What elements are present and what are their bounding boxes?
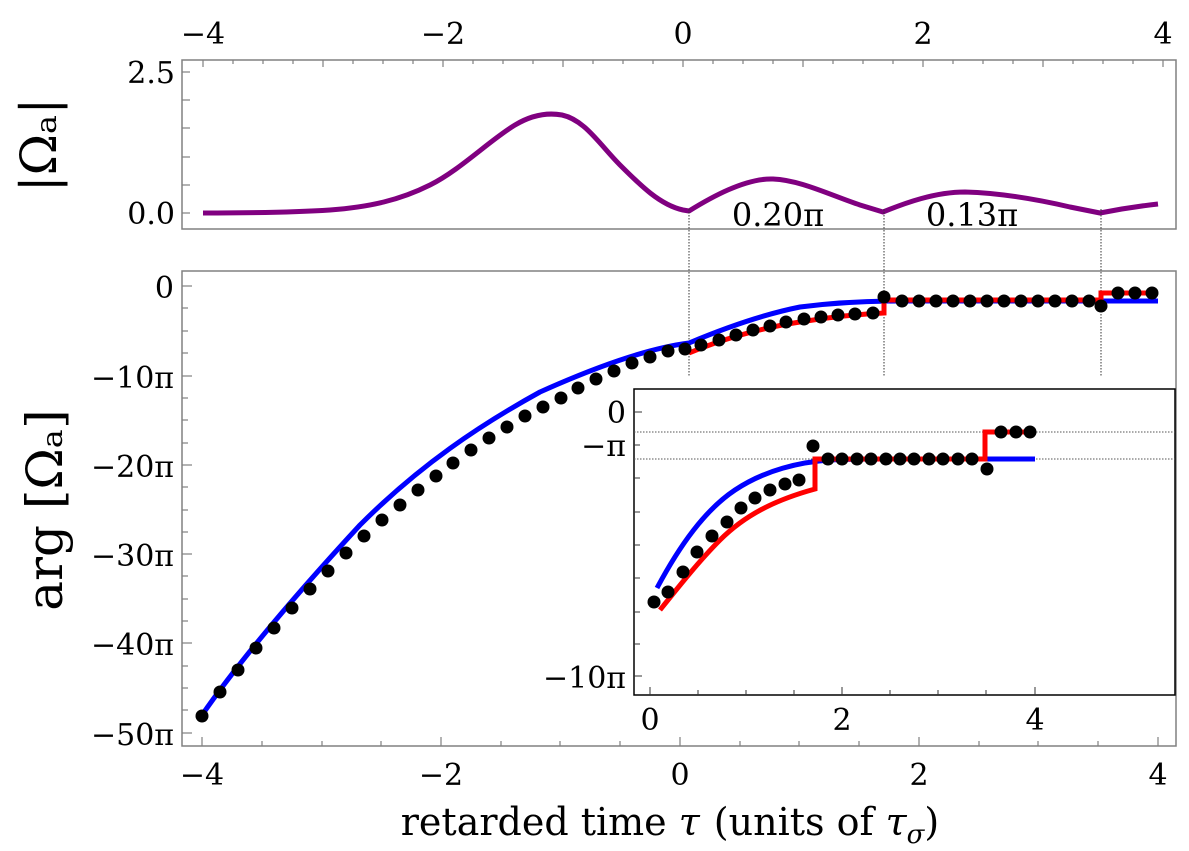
inset-y-tick-label: −10π: [543, 661, 626, 696]
inset-background: [633, 388, 1176, 696]
top-y-axis-label: |Ωₐ|: [10, 98, 68, 192]
main-x-tick-label: 4: [1148, 758, 1167, 793]
main-x-tick-labels: −4 −2 0 2 4: [180, 758, 1168, 793]
inset-y-tick-label: 0: [607, 396, 626, 431]
main-y-axis-label: arg [Ωₐ]: [16, 409, 74, 610]
inset-y-tick-labels: 0 −π −10π: [543, 396, 626, 696]
annotation-0.13pi: 0.13π: [926, 196, 1018, 234]
main-y-tick-label: 0: [155, 271, 174, 306]
top-y-tick-labels: 2.5 0.0: [127, 56, 175, 232]
main-y-tick-label: −20π: [91, 450, 174, 485]
main-panel-frame: [181, 270, 1177, 747]
top-y-tick-label: 2.5: [127, 56, 175, 91]
xlabel-tau: τ: [679, 800, 701, 844]
xlabel-sigma: σ: [907, 820, 926, 850]
inset-x-ticks: [649, 687, 1036, 695]
main-y-ticks: [182, 285, 192, 734]
inset-y-ticks: [634, 411, 642, 677]
top-annotations: 0.20π 0.13π: [732, 196, 1018, 234]
main-y-tick-label: −40π: [91, 628, 174, 663]
main-sample-dots: [195, 286, 1159, 723]
smooth-phase-curve: [199, 298, 1158, 717]
main-x-tick-label: −4: [180, 758, 224, 793]
annotation-0.20pi: 0.20π: [732, 196, 824, 234]
top-x-tick-label: 0: [673, 17, 692, 52]
main-y-tick-label: −10π: [91, 361, 174, 396]
xlabel-tau-sigma: τ: [886, 800, 908, 844]
inset-x-tick-label: 0: [640, 703, 659, 738]
inset-x-tick-labels: 0 2 4: [640, 703, 1044, 738]
main-y-tick-labels: 0 −10π −20π −30π −40π −50π: [91, 271, 174, 753]
top-x-tick-label: 2: [913, 17, 932, 52]
main-x-ticks: [201, 737, 1159, 746]
main-y-tick-label: −30π: [91, 539, 174, 574]
xlabel-units: (units of: [714, 800, 886, 844]
top-panel: −4 −2 0 2 4 2.5 0.0 |Ωₐ| 0.20π 0.13π: [10, 17, 1177, 234]
magnitude-curve: [202, 111, 1159, 216]
xlabel-main: retarded time: [401, 800, 679, 844]
inset-y-tick-label: −π: [581, 429, 626, 464]
top-y-tick-label: 0.0: [127, 197, 175, 232]
top-x-tick-label: −2: [421, 17, 465, 52]
inset-panel: 0 −π −10π 0 2 4: [543, 388, 1176, 738]
xlabel-close: ): [924, 800, 939, 844]
inset-sample-dots: [647, 425, 1037, 609]
vertical-dotted-lines: [688, 209, 1102, 376]
top-x-ticks: [202, 60, 1164, 67]
top-y-ticks: [182, 71, 190, 214]
inset-x-tick-label: 4: [1025, 703, 1044, 738]
main-x-tick-label: −2: [419, 758, 463, 793]
top-x-tick-labels: −4 −2 0 2 4: [181, 17, 1173, 52]
main-x-tick-label: 2: [909, 758, 928, 793]
top-x-tick-label: 4: [1153, 17, 1172, 52]
inset-stepped-phase-curve: [658, 429, 1035, 612]
top-x-tick-label: −4: [181, 17, 225, 52]
main-x-tick-label: 0: [670, 758, 689, 793]
inset-x-tick-label: 2: [832, 703, 851, 738]
main-x-axis-label: retarded time τ (units of τσ): [401, 800, 939, 850]
top-panel-frame: [181, 59, 1177, 230]
main-y-tick-label: −50π: [91, 718, 174, 753]
main-panel: 0 −10π −20π −30π −40π −50π −4 −2 0 2 4 a…: [16, 270, 1177, 850]
